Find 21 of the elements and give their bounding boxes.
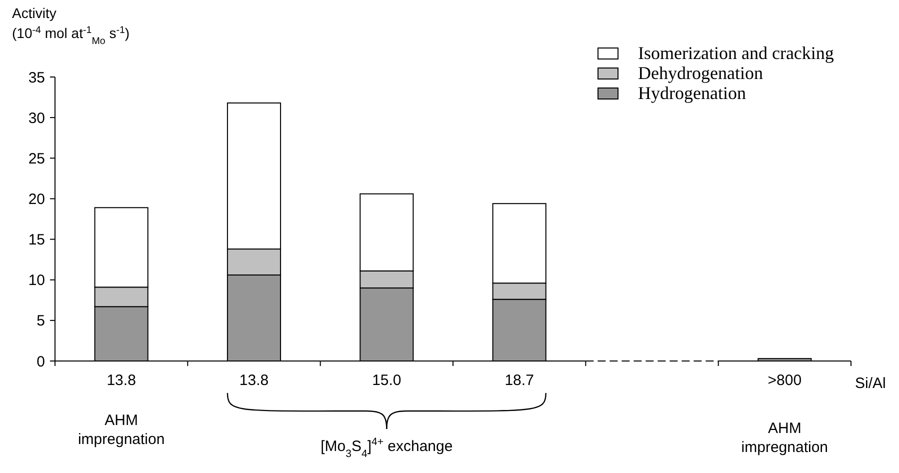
x-tick-label: 18.7 <box>504 372 534 389</box>
text: AHM impregnation <box>78 412 165 448</box>
y-tick-label: 35 <box>28 69 45 86</box>
text: Activity (10$^{-4}$ mol at$^{-1}$$_{Mo}$ s$^{-1}$) <box>12 5 130 46</box>
x-tick-label: 13.8 <box>239 372 269 389</box>
y-tick-label: 10 <box>28 272 45 290</box>
legend-label: Dehydrogenation <box>638 63 763 83</box>
y-tick-label: 15 <box>28 232 45 249</box>
y-tick-label: 30 <box>28 110 45 127</box>
x-axis-title: Si/Al <box>855 375 886 392</box>
text: AHM impregnation <box>741 420 828 456</box>
y-tick-label: 20 <box>28 190 45 208</box>
x-tick-label: 15.0 <box>372 372 402 389</box>
y-tick-label: 0 <box>36 353 45 370</box>
x-tick-label: >800 <box>768 372 802 389</box>
x-tick-label: 13.8 <box>106 372 136 389</box>
legend-label: Isomerization and cracking <box>638 43 834 63</box>
y-tick-label: 25 <box>28 150 45 168</box>
legend-label: Hydrogenation <box>638 83 746 103</box>
y-tick-label: 5 <box>36 312 45 330</box>
text: [Mo$_{3}$S$_{4}$]$^{4+}$ exchange <box>320 436 453 460</box>
